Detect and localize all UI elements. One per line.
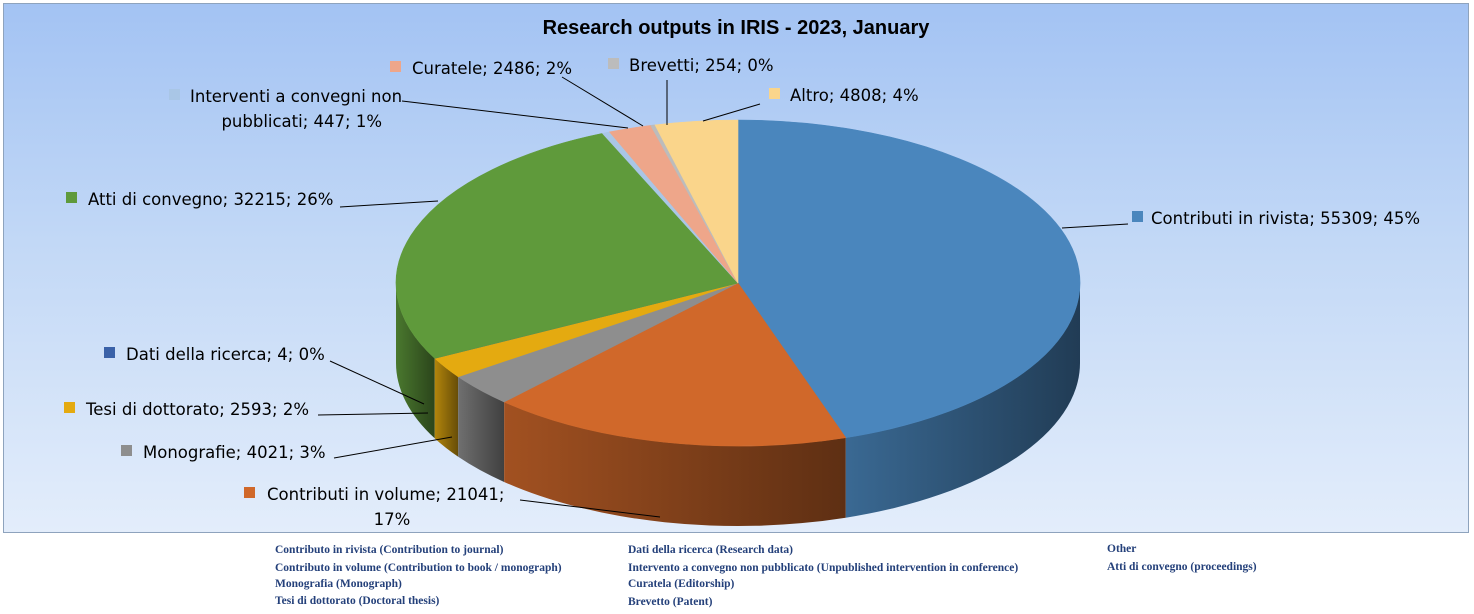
legend-key [104, 347, 115, 358]
leader-line [561, 76, 644, 127]
translation-note: Tesi di dottorato (Doctoral thesis) [275, 595, 440, 607]
data-label: Dati della ricerca; 4; 0% [126, 345, 325, 364]
translation-note: Contributo in rivista (Contribution to j… [275, 544, 504, 556]
pie-slice [503, 282, 847, 447]
translation-note: Brevetto (Patent) [628, 596, 713, 608]
data-label: Tesi di dottorato; 2593; 2% [85, 400, 309, 419]
translation-note: Other [1107, 543, 1137, 555]
data-label: Interventi a convegni non [190, 87, 402, 106]
data-labels: Contributi in rivista; 55309; 45% Contrib… [64, 56, 1420, 529]
data-label: Contributi in volume; 21041; [267, 485, 504, 504]
data-label: pubblicati; 447; 1% [221, 112, 382, 131]
pie-3d-sides [396, 283, 1080, 526]
pie-slice [654, 119, 739, 284]
translation-note: Atti di convegno (proceedings) [1107, 561, 1257, 573]
legend-key [390, 61, 401, 72]
legend-key [769, 88, 780, 99]
data-label: Monografie; 4021; 3% [143, 443, 326, 462]
leader-line [702, 103, 761, 122]
legend-key [1132, 211, 1143, 222]
pie-slice-side [504, 401, 846, 526]
leader-line [519, 499, 661, 518]
translation-note: Monografia (Monograph) [275, 578, 402, 590]
translation-note: Contributo in volume (Contribution to bo… [275, 562, 562, 574]
translation-note: Dati della ricerca (Research data) [628, 544, 793, 556]
leader-line [317, 412, 429, 416]
data-label: Curatele; 2486; 2% [412, 59, 572, 78]
legend-key [121, 445, 132, 456]
data-label: 17% [374, 510, 411, 529]
pie-slices [395, 119, 1081, 447]
leader-line [329, 360, 425, 405]
pie-slice [395, 133, 739, 359]
translation-notes: Contributo in rivista (Contribution to j… [0, 538, 1474, 614]
pie-slice [737, 119, 1081, 439]
translation-note: Curatela (Editorship) [628, 578, 735, 590]
legend-key [244, 487, 255, 498]
chart-title: Research outputs in IRIS - 2023, January [543, 17, 931, 39]
legend-key [66, 192, 77, 203]
legend-key [608, 58, 619, 69]
leader-line [333, 436, 453, 459]
pie-slice-side [845, 283, 1080, 518]
data-label: Brevetti; 254; 0% [629, 56, 774, 75]
data-label: Atti di convegno; 32215; 26% [88, 190, 333, 209]
legend-key [169, 89, 180, 100]
leader-line [401, 100, 629, 129]
pie-slice-side [434, 358, 459, 457]
pie-slice-side [458, 376, 505, 482]
pie-chart: Research outputs in IRIS - 2023, January… [64, 17, 1420, 529]
legend-key [64, 402, 75, 413]
leader-lines [317, 76, 1129, 518]
data-label: Altro; 4808; 4% [790, 86, 919, 105]
leader-line [1061, 223, 1129, 229]
translation-note: Intervento a convegno non pubblicato (Un… [628, 562, 1019, 574]
leader-line [339, 200, 439, 208]
data-label: Contributi in rivista; 55309; 45% [1151, 209, 1420, 228]
